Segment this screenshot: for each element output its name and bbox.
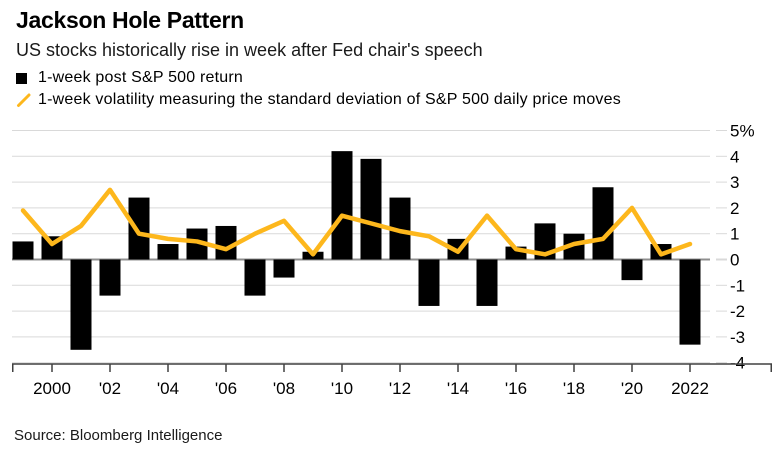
y-axis-label: 5% [730, 122, 755, 141]
y-axis-label: 1 [730, 225, 739, 244]
legend-item-return: 1-week post S&P 500 return [16, 67, 621, 89]
bar-2019 [592, 187, 614, 260]
bar-2010 [331, 151, 353, 260]
x-axis-label: '04 [157, 379, 179, 398]
bar-2012 [389, 197, 411, 260]
bar-2008 [273, 259, 295, 278]
x-axis-label: '14 [447, 379, 469, 398]
y-axis-label: 2 [730, 199, 739, 218]
x-axis-label: '12 [389, 379, 411, 398]
y-axis-label: -2 [730, 302, 745, 321]
x-axis-label: '18 [563, 379, 585, 398]
x-axis-label: '20 [621, 379, 643, 398]
bar-2004 [157, 244, 179, 260]
legend-item-volatility: 1-week volatility measuring the standard… [16, 89, 621, 111]
bar-2007 [244, 259, 266, 296]
y-axis-label: -4 [730, 354, 745, 373]
bar-2006 [215, 225, 237, 260]
source-note: Source: Bloomberg Intelligence [14, 427, 223, 444]
bar-series-swatch-icon [16, 71, 32, 86]
bar-2022 [679, 259, 701, 345]
bar-2003 [128, 197, 150, 260]
bar-2005 [186, 228, 208, 260]
x-axis-label: '06 [215, 379, 237, 398]
x-axis-label: '16 [505, 379, 527, 398]
x-axis-label: '02 [99, 379, 121, 398]
volatility-line [20, 187, 693, 257]
y-axis-label: -1 [730, 276, 745, 295]
x-axis-label: 2000 [33, 379, 71, 398]
y-axis-label: 0 [730, 251, 739, 270]
x-axis-label: 2022 [671, 379, 709, 398]
x-axis-label: '10 [331, 379, 353, 398]
bar-1999 [12, 241, 34, 260]
legend-label-volatility: 1-week volatility measuring the standard… [38, 91, 621, 108]
x-axis-label: '08 [273, 379, 295, 398]
bar-2018 [563, 233, 585, 260]
legend-label-return: 1-week post S&P 500 return [38, 69, 244, 86]
bar-2001 [70, 259, 92, 350]
y-axis-label: 3 [730, 173, 739, 192]
bar-2002 [99, 259, 121, 296]
line-series-swatch-icon [16, 93, 32, 108]
chart-legend: 1-week post S&P 500 return 1-week volati… [16, 67, 621, 111]
y-axis-label: 4 [730, 147, 739, 166]
bar-2011 [360, 158, 382, 260]
bar-line-chart: 5% 4 3 2 1 0 -1 -2 -3 -4 2000 '02 '04 '06 '08 '10 '12 '14… [12, 122, 772, 398]
bar-2020 [621, 259, 643, 281]
page-title: Jackson Hole Pattern [16, 7, 244, 33]
bar-2013 [418, 259, 440, 306]
bar-2015 [476, 259, 498, 306]
y-axis-label: -3 [730, 328, 745, 347]
chart-subtitle: US stocks historically rise in week afte… [16, 40, 483, 60]
